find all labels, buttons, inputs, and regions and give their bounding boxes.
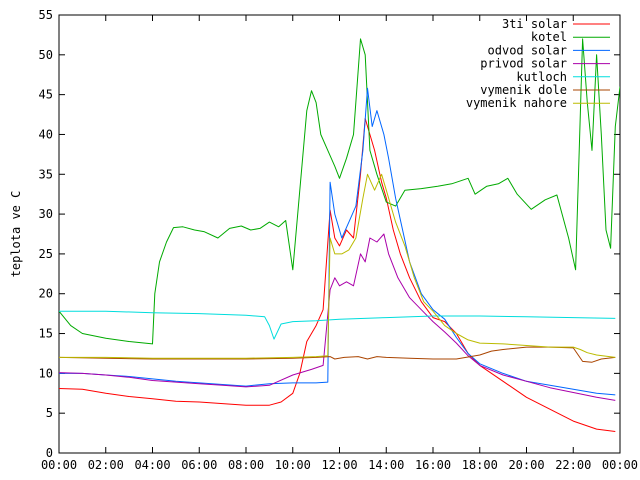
- legend-label: kotel: [531, 30, 567, 44]
- y-axis: 0 5 10 15 20 25 30 35 40 45 50 55: [39, 8, 620, 460]
- legend-label: privod solar: [480, 57, 567, 71]
- x-tick-label: 00:00: [41, 458, 77, 472]
- x-tick-label: 00:00: [602, 458, 638, 472]
- legend-label: vymenik nahore: [466, 96, 567, 110]
- x-tick-label: 02:00: [88, 458, 124, 472]
- y-tick-label: 40: [39, 127, 53, 141]
- series-group: [59, 38, 620, 432]
- x-axis: 00:00 02:00 04:00 06:00 08:00 10:00 12:00 14:00…: [41, 15, 638, 472]
- y-tick-label: 15: [39, 327, 53, 341]
- x-tick-label: 16:00: [415, 458, 451, 472]
- series-line-kotel: [59, 38, 620, 345]
- series-line-kutloch: [59, 310, 616, 340]
- y-tick-label: 25: [39, 247, 53, 261]
- x-tick-label: 18:00: [462, 458, 498, 472]
- series-line-vymenik-nahore: [59, 173, 616, 359]
- x-tick-label: 04:00: [134, 458, 170, 472]
- x-tick-label: 06:00: [181, 458, 217, 472]
- legend-label: vymenik dole: [480, 83, 567, 97]
- series-line-vymenik-dole: [59, 346, 616, 363]
- legend-label: 3ti solar: [502, 17, 567, 31]
- y-tick-label: 45: [39, 88, 53, 102]
- x-tick-label: 22:00: [555, 458, 591, 472]
- series-line-odvod-solar: [59, 87, 616, 396]
- x-tick-label: 20:00: [508, 458, 544, 472]
- y-tick-label: 0: [46, 446, 53, 460]
- series-line-privod-solar: [59, 233, 616, 401]
- x-tick-label: 14:00: [368, 458, 404, 472]
- x-tick-label: 12:00: [321, 458, 357, 472]
- y-tick-label: 55: [39, 8, 53, 22]
- x-tick-label: 08:00: [228, 458, 264, 472]
- series-line-3ti-solar: [59, 118, 616, 432]
- y-tick-label: 30: [39, 207, 53, 221]
- legend-label: odvod solar: [488, 43, 567, 57]
- y-tick-label: 5: [46, 406, 53, 420]
- x-tick-label: 10:00: [275, 458, 311, 472]
- y-tick-label: 35: [39, 167, 53, 181]
- y-tick-label: 10: [39, 366, 53, 380]
- y-axis-title: teplota ve C: [9, 191, 23, 278]
- y-tick-label: 20: [39, 287, 53, 301]
- y-tick-label: 50: [39, 48, 53, 62]
- legend-label: kutloch: [516, 70, 567, 84]
